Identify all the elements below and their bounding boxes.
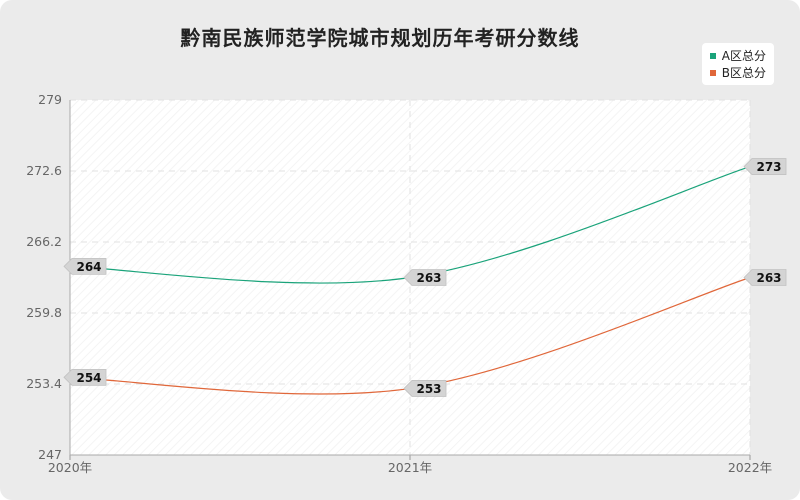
data-label-tag <box>403 380 447 397</box>
chart-legend: A区总分 B区总分 <box>701 43 774 85</box>
y-tick-label: 253.4 <box>26 376 62 391</box>
data-label: 253 <box>416 382 441 396</box>
data-label-tag <box>403 269 447 286</box>
data-label: 254 <box>76 371 101 385</box>
legend-swatch-a <box>709 52 716 59</box>
legend-label-a: A区总分 <box>721 49 766 63</box>
y-tick-label: 247 <box>38 447 62 462</box>
data-label: 273 <box>756 160 781 174</box>
legend-item-a: A区总分 <box>709 47 766 64</box>
x-tick-label: 2020年 <box>48 460 92 475</box>
data-label-tag <box>743 269 787 286</box>
data-label-tag <box>743 158 787 175</box>
data-label: 264 <box>76 260 101 274</box>
y-tick-label: 279 <box>38 92 62 107</box>
x-tick-label: 2021年 <box>388 460 432 475</box>
y-tick-label: 272.6 <box>26 163 62 178</box>
legend-swatch-b <box>709 69 716 76</box>
data-label-tag <box>63 368 107 386</box>
data-label: 263 <box>756 271 781 285</box>
chart-title: 黔南民族师范学院城市规划历年考研分数线 <box>180 26 580 50</box>
y-tick-label: 259.8 <box>26 305 62 320</box>
data-label-tag <box>63 258 107 275</box>
data-label: 263 <box>416 271 441 285</box>
y-tick-label: 266.2 <box>26 234 62 249</box>
legend-label-b: B区总分 <box>721 66 766 80</box>
x-tick-label: 2022年 <box>728 460 772 475</box>
legend-item-b: B区总分 <box>709 64 766 81</box>
